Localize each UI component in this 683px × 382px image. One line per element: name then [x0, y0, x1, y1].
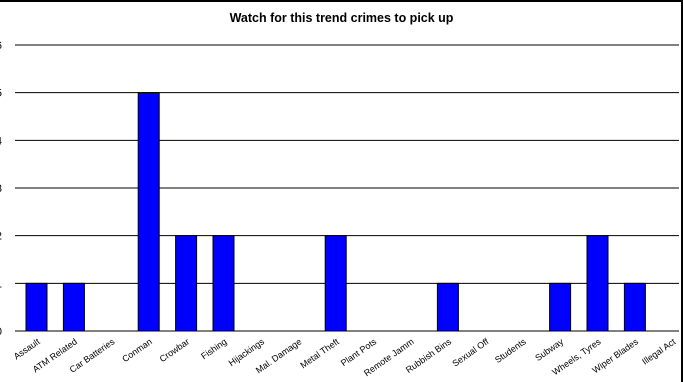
bar-5 [212, 235, 235, 332]
bar-1 [62, 282, 85, 332]
x-tick-label: Students [493, 336, 528, 365]
x-tick-label: Crowbar [158, 336, 192, 364]
y-tick-label: 1 [0, 278, 2, 290]
bar-4 [175, 235, 198, 332]
y-tick-label: 0 [0, 326, 2, 338]
x-tick-label: Sexual Off [450, 336, 490, 368]
bar-14 [549, 282, 572, 332]
chart-title: Watch for this trend crimes to pick up [229, 11, 454, 25]
y-tick-label: 4 [0, 135, 2, 147]
x-tick-label: Conman [120, 336, 154, 364]
x-tick-label: Fishing [199, 336, 229, 361]
bar-15 [586, 235, 609, 332]
x-tick-label: Metal Theft [298, 336, 341, 370]
bar-16 [623, 282, 646, 332]
bar-11 [436, 282, 459, 332]
x-tick-label: Illegal Act [640, 336, 678, 367]
y-tick-label: 6 [0, 40, 2, 52]
y-tick-label: 2 [0, 231, 2, 243]
bar-0 [25, 282, 48, 332]
y-tick-label: 3 [0, 183, 2, 195]
x-tick-label: Subway [533, 336, 565, 363]
bar-8 [324, 235, 347, 332]
bar-3 [137, 92, 160, 332]
x-tick-label: Assault [12, 336, 42, 361]
y-tick-label: 5 [0, 88, 2, 100]
